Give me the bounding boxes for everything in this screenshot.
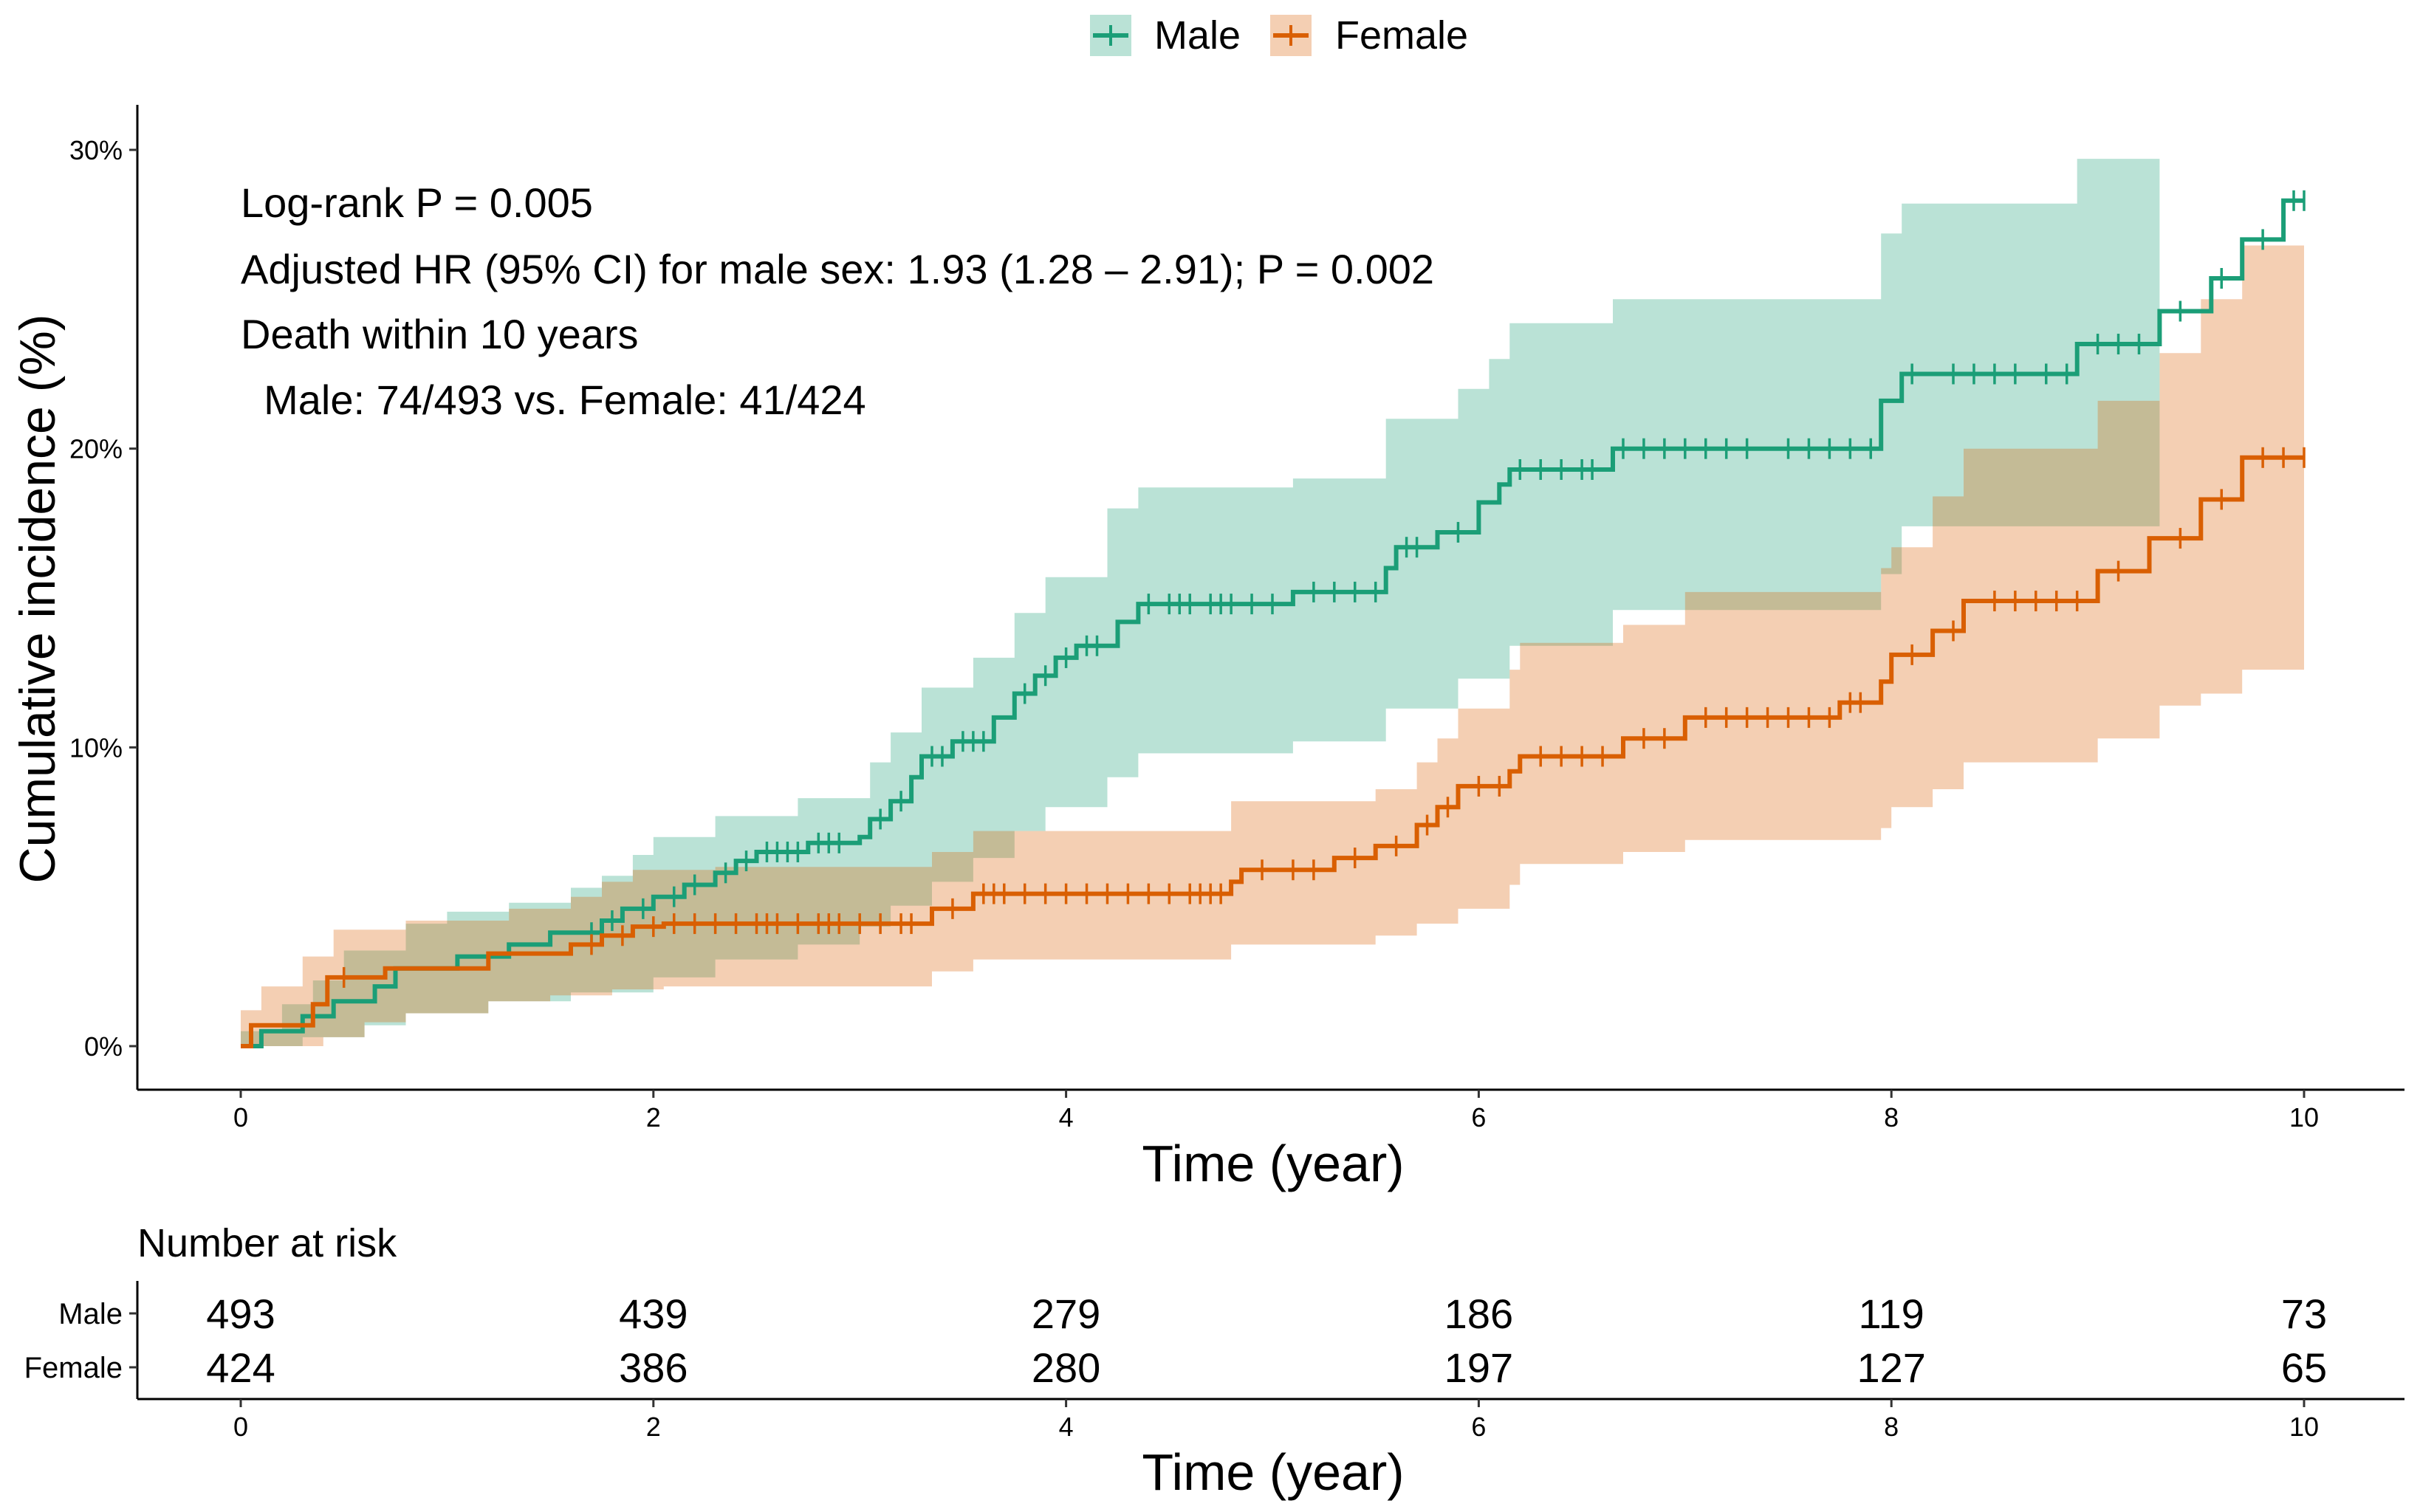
risk-value-female: 127 [1857,1344,1925,1391]
annotation-death: Death within 10 years [241,311,639,357]
annotation-hr: Adjusted HR (95% CI) for male sex: 1.93 … [241,246,1434,292]
x-tick-label: 10 [2289,1102,2319,1133]
risk-x-tick-label: 6 [1471,1412,1486,1442]
curve-female [241,455,2304,1048]
risk-value-female: 197 [1444,1344,1513,1391]
legend-label-male: Male [1154,13,1241,58]
risk-value-male: 439 [619,1291,688,1337]
x-tick-label: 0 [233,1102,248,1133]
risk-row-label-male: Male [58,1298,123,1330]
risk-value-male: 493 [206,1291,275,1337]
annotation-logrank: Log-rank P = 0.005 [241,179,593,226]
y-tick-label: 0% [84,1031,123,1062]
legend-label-female: Female [1335,13,1468,58]
annotation-counts: Male: 74/493 vs. Female: 41/424 [241,377,866,423]
legend-key-male [1090,15,1131,56]
x-tick-label: 6 [1471,1102,1486,1133]
risk-table-x-axis-title: Time (year) [1142,1443,1404,1501]
risk-x-tick-label: 2 [646,1412,661,1442]
legend: Male Female [1090,13,1468,58]
x-axis-title: Time (year) [1142,1135,1404,1192]
x-tick-label: 2 [646,1102,661,1133]
risk-value-female: 424 [206,1344,275,1391]
annotations: Log-rank P = 0.005 Adjusted HR (95% CI) … [241,179,1434,423]
risk-value-male: 279 [1032,1291,1100,1337]
x-tick-label: 8 [1884,1102,1899,1133]
risk-x-tick-label: 4 [1059,1412,1074,1442]
risk-x-tick-label: 10 [2289,1412,2319,1442]
x-tick-label: 4 [1059,1102,1074,1133]
risk-value-male: 73 [2281,1291,2327,1337]
risk-value-male: 186 [1444,1291,1513,1337]
plot-area: 0% 10% 20% 30% 0 2 4 6 8 10 [69,105,2404,1133]
risk-value-male: 119 [1859,1291,1924,1337]
y-tick-label: 10% [69,732,123,763]
risk-value-female: 280 [1032,1344,1100,1391]
legend-key-female [1270,15,1312,56]
risk-value-female: 65 [2281,1344,2327,1391]
y-axis-title: Cumulative incidence (%) [10,315,66,884]
risk-value-female: 386 [619,1344,688,1391]
ci-band-female [241,245,2304,1046]
y-tick-label: 20% [69,434,123,464]
risk-x-tick-label: 0 [233,1412,248,1442]
risk-table-title: Number at risk [137,1221,397,1265]
risk-x-tick-label: 8 [1884,1412,1899,1442]
risk-row-label-female: Female [24,1352,123,1384]
y-tick-label: 30% [69,135,123,165]
